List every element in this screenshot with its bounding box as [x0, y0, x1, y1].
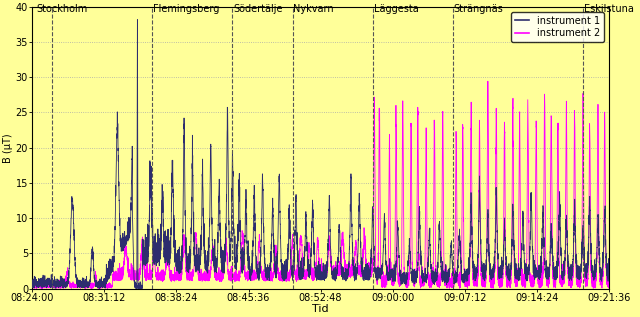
- Text: Strängnäs: Strängnäs: [454, 4, 504, 14]
- Y-axis label: B (µT): B (µT): [3, 133, 13, 163]
- Text: Läggesta: Läggesta: [374, 4, 419, 14]
- Text: Nykvarn: Nykvarn: [293, 4, 334, 14]
- Text: Stockholm: Stockholm: [36, 4, 88, 14]
- Text: Södertälje: Södertälje: [234, 4, 283, 14]
- Legend: instrument 1, instrument 2: instrument 1, instrument 2: [511, 12, 604, 42]
- X-axis label: Tid: Tid: [312, 304, 329, 314]
- Text: Flemingsberg: Flemingsberg: [153, 4, 220, 14]
- Text: Eskilstuna: Eskilstuna: [584, 4, 634, 14]
